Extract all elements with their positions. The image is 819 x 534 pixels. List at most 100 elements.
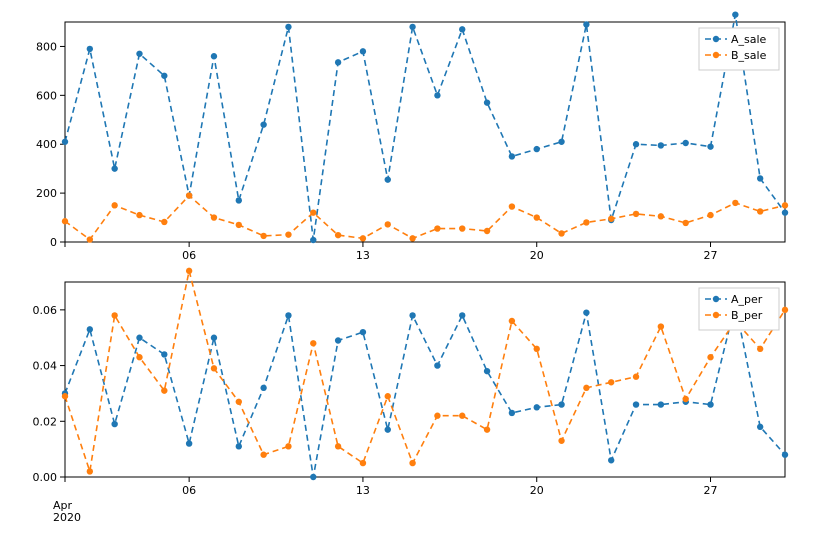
figure: 020040060080006132027A_saleB_sale0.000.0… — [0, 0, 819, 534]
series-marker-A_sale — [757, 175, 763, 181]
series-marker-A_per — [285, 312, 291, 318]
series-marker-B_sale — [534, 214, 540, 220]
series-marker-B_per — [707, 354, 713, 360]
series-marker-B_per — [757, 346, 763, 352]
series-marker-B_sale — [285, 231, 291, 237]
series-marker-A_sale — [658, 142, 664, 148]
series-marker-B_per — [136, 354, 142, 360]
series-marker-B_per — [583, 385, 589, 391]
series-marker-A_sale — [558, 139, 564, 145]
series-marker-B_sale — [633, 211, 639, 217]
series-marker-A_sale — [534, 146, 540, 152]
series-marker-A_per — [335, 337, 341, 343]
y-tick-label: 0 — [50, 236, 57, 249]
series-marker-B_sale — [186, 192, 192, 198]
series-marker-B_per — [409, 460, 415, 466]
series-line-A_sale — [65, 15, 785, 240]
x-tick-label: 13 — [356, 249, 370, 262]
series-marker-B_per — [335, 443, 341, 449]
series-marker-B_sale — [509, 203, 515, 209]
series-marker-A_per — [434, 362, 440, 368]
series-marker-B_per — [434, 413, 440, 419]
series-marker-B_sale — [236, 222, 242, 228]
series-marker-B_per — [509, 318, 515, 324]
series-marker-B_per — [608, 379, 614, 385]
series-marker-A_sale — [459, 26, 465, 32]
x-tick-label: 20 — [530, 484, 544, 497]
series-marker-B_sale — [782, 202, 788, 208]
series-marker-B_per — [186, 268, 192, 274]
series-marker-A_per — [633, 401, 639, 407]
series-marker-A_per — [583, 309, 589, 315]
x-tick-label: 27 — [704, 484, 718, 497]
x-tick-label: 20 — [530, 249, 544, 262]
series-marker-B_sale — [310, 209, 316, 215]
legend-label: A_per — [731, 293, 763, 306]
series-marker-B_sale — [111, 202, 117, 208]
series-marker-A_sale — [434, 92, 440, 98]
series-marker-A_sale — [211, 53, 217, 59]
y-tick-label: 200 — [36, 187, 57, 200]
series-marker-A_per — [658, 401, 664, 407]
series-marker-A_per — [111, 421, 117, 427]
series-marker-A_per — [534, 404, 540, 410]
series-marker-A_per — [608, 457, 614, 463]
series-marker-A_sale — [111, 165, 117, 171]
series-marker-B_per — [782, 307, 788, 313]
series-marker-B_sale — [211, 214, 217, 220]
series-marker-B_per — [236, 399, 242, 405]
series-marker-A_sale — [87, 46, 93, 52]
series-marker-B_per — [310, 340, 316, 346]
series-marker-B_per — [484, 426, 490, 432]
series-marker-B_sale — [161, 219, 167, 225]
series-marker-A_per — [409, 312, 415, 318]
series-marker-B_sale — [409, 235, 415, 241]
series-marker-A_per — [136, 335, 142, 341]
series-marker-B_sale — [757, 208, 763, 214]
y-tick-label: 0.00 — [33, 471, 58, 484]
series-marker-B_per — [161, 387, 167, 393]
series-marker-B_per — [459, 413, 465, 419]
series-marker-A_sale — [633, 141, 639, 147]
series-marker-A_per — [385, 426, 391, 432]
series-marker-B_sale — [583, 219, 589, 225]
series-marker-A_per — [211, 335, 217, 341]
series-marker-A_per — [310, 474, 316, 480]
series-marker-A_sale — [583, 21, 589, 27]
x-tick-label: 06 — [182, 484, 196, 497]
series-marker-B_sale — [87, 236, 93, 242]
series-marker-A_per — [236, 443, 242, 449]
series-marker-B_sale — [260, 233, 266, 239]
series-marker-B_sale — [707, 212, 713, 218]
series-marker-A_per — [161, 351, 167, 357]
series-marker-A_sale — [509, 153, 515, 159]
series-marker-A_sale — [732, 11, 738, 17]
series-marker-A_sale — [62, 139, 68, 145]
series-marker-A_per — [782, 452, 788, 458]
series-marker-A_per — [757, 424, 763, 430]
series-line-B_per — [65, 271, 785, 472]
legend-label: B_sale — [731, 49, 767, 62]
y-tick-label: 0.06 — [33, 304, 58, 317]
series-marker-A_per — [558, 401, 564, 407]
series-marker-B_per — [682, 396, 688, 402]
series-marker-B_per — [633, 374, 639, 380]
legend-label: A_sale — [731, 33, 767, 46]
series-marker-B_per — [285, 443, 291, 449]
legend-label: B_per — [731, 309, 763, 322]
series-marker-A_sale — [360, 48, 366, 54]
series-marker-A_sale — [161, 73, 167, 79]
x-tick-label: 06 — [182, 249, 196, 262]
series-marker-A_sale — [682, 140, 688, 146]
series-marker-A_per — [459, 312, 465, 318]
series-line-A_per — [65, 304, 785, 477]
series-marker-B_sale — [459, 225, 465, 231]
series-marker-B_per — [211, 365, 217, 371]
x-tick-label: 27 — [704, 249, 718, 262]
series-marker-B_sale — [136, 212, 142, 218]
series-marker-A_sale — [285, 24, 291, 30]
series-marker-A_per — [87, 326, 93, 332]
series-marker-B_per — [534, 346, 540, 352]
series-marker-B_sale — [335, 232, 341, 238]
series-marker-A_sale — [484, 99, 490, 105]
